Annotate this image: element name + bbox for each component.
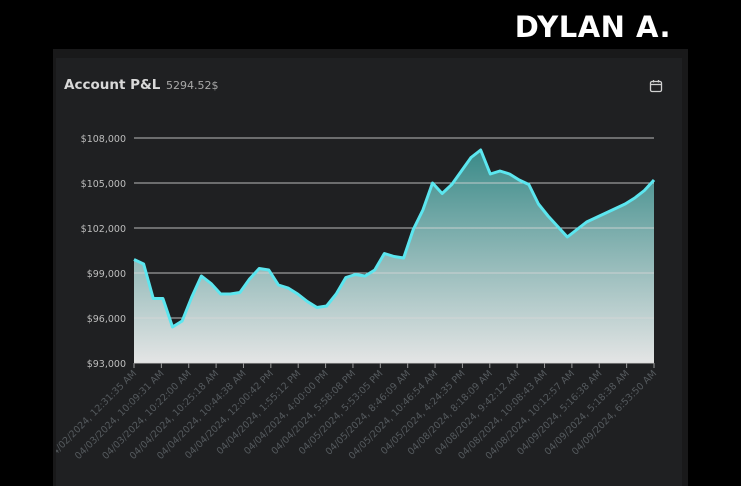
y-tick-label: $108,000 (81, 134, 126, 145)
y-tick-label: $105,000 (81, 179, 126, 190)
pnl-value: 5294.52$ (166, 79, 219, 92)
pnl-chart: $93,000 $96,000 $99,000 $102,000 $105,000 $10… (56, 134, 659, 462)
y-tick-label: $102,000 (81, 224, 126, 235)
user-name: DYLAN A. (514, 10, 671, 44)
y-tick-label: $93,000 (87, 359, 126, 370)
card-title: Account P&L (64, 77, 161, 93)
calendar-icon[interactable] (648, 78, 664, 94)
y-tick-label: $96,000 (87, 314, 126, 325)
y-tick-label: $99,000 (87, 269, 126, 280)
series-line (133, 148, 656, 329)
